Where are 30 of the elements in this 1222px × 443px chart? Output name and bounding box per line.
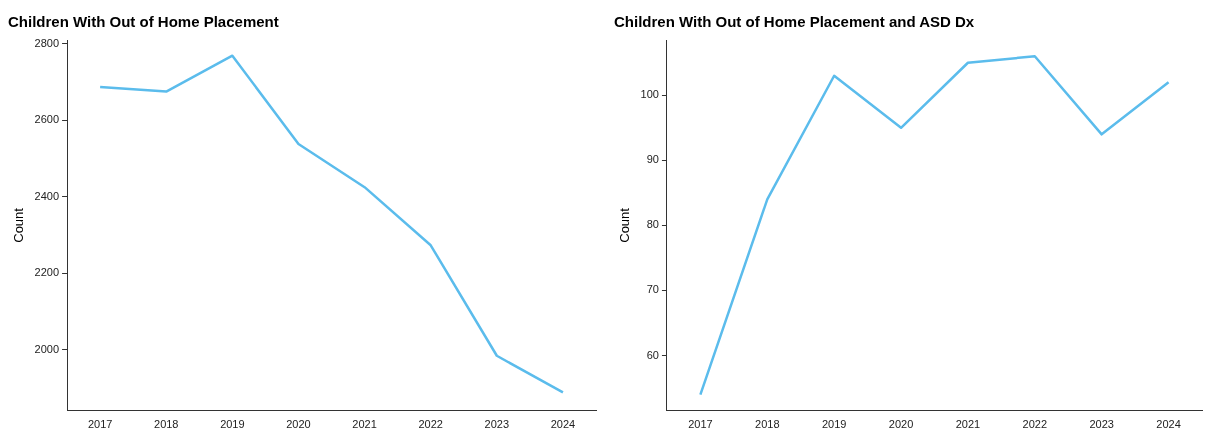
x-tick-label: 2023 (1089, 418, 1114, 431)
x-tick-label: 2022 (1022, 418, 1048, 431)
x-tick-label: 2020 (888, 418, 914, 431)
x-tick-label: 2018 (154, 418, 179, 431)
x-tick-label: 2018 (755, 418, 780, 431)
y-axis-title: Count (11, 207, 27, 243)
x-tick-label: 2017 (87, 418, 113, 431)
y-tick-label: 2000 (34, 342, 60, 355)
y-tick-label: 60 (646, 348, 659, 361)
y-tick-label: 2800 (34, 36, 60, 49)
x-tick-label: 2024 (550, 418, 576, 431)
x-tick-label: 2020 (286, 418, 311, 431)
y-tick-label: 100 (640, 88, 659, 101)
y-tick-label: 70 (646, 283, 659, 296)
x-tick-label: 2021 (352, 418, 377, 431)
y-tick-label: 2200 (34, 266, 60, 279)
x-tick-label: 2019 (220, 418, 245, 431)
y-tick-label: 2600 (34, 113, 60, 126)
x-tick-label: 2024 (1156, 418, 1181, 431)
y-tick-label: 90 (646, 153, 659, 166)
y-tick-label: 2400 (34, 189, 60, 202)
x-tick-label: 2022 (418, 418, 443, 431)
x-tick-label: 2019 (821, 418, 847, 431)
chart-title: Children With Out of Home Placement and ASD Dx (614, 13, 975, 31)
y-tick-label: 80 (646, 218, 659, 231)
x-tick-label: 2017 (688, 418, 713, 431)
chart-title: Children With Out of Home Placement (8, 13, 279, 31)
x-tick-label: 2023 (484, 418, 510, 431)
x-tick-label: 2021 (955, 418, 981, 431)
y-axis-title: Count (617, 207, 633, 243)
